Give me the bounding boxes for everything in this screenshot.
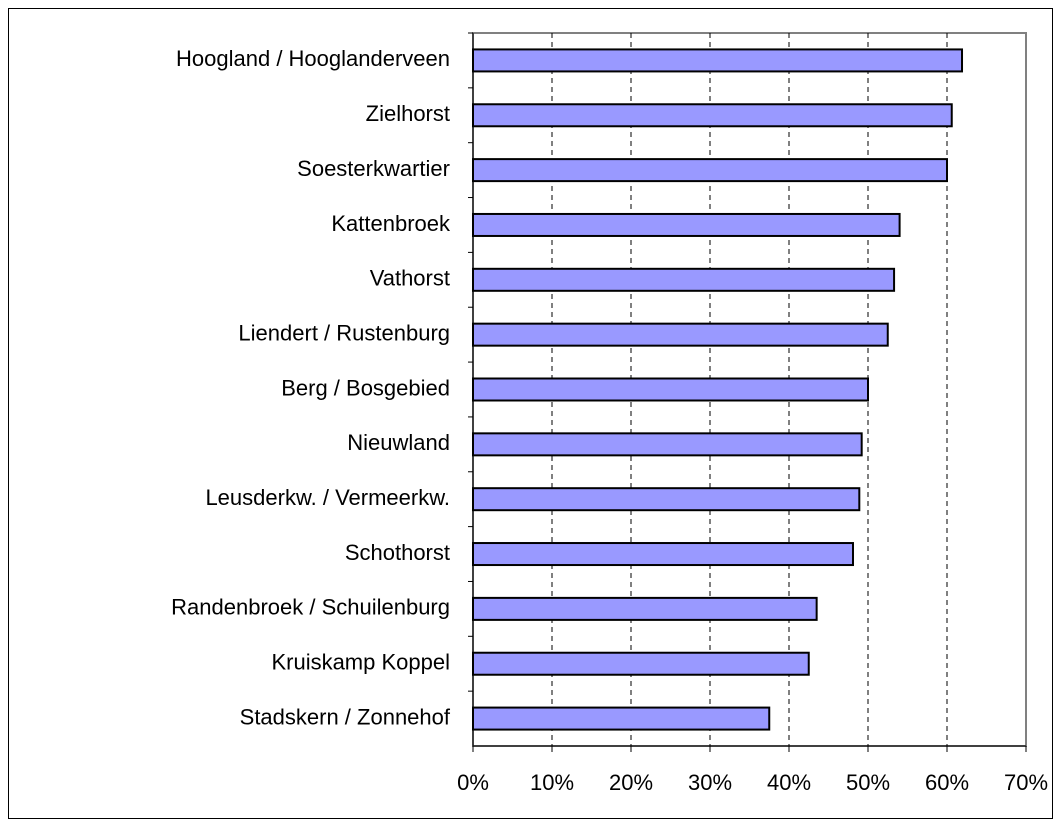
bar (472, 487, 861, 512)
y-tick-label: Soesterkwartier (297, 156, 450, 181)
x-tick-label: 10% (530, 770, 574, 795)
y-tick-label: Schothorst (345, 540, 450, 565)
bar (472, 267, 896, 292)
bar (472, 542, 854, 567)
y-tick-label: Stadskern / Zonnehof (240, 704, 451, 729)
y-tick-label: Nieuwland (347, 430, 450, 455)
bar (472, 432, 863, 457)
x-tick-label: 40% (767, 770, 811, 795)
y-tick-label: Zielhorst (366, 101, 450, 126)
x-tick-label: 30% (688, 770, 732, 795)
y-tick-label: Kattenbroek (331, 211, 451, 236)
y-tick-label: Liendert / Rustenburg (238, 320, 450, 345)
bar (472, 651, 810, 676)
bar (472, 103, 953, 128)
x-tick-label: 20% (609, 770, 653, 795)
y-tick-label: Berg / Bosgebied (281, 375, 450, 400)
y-tick-label: Vathorst (370, 266, 450, 291)
y-tick-label: Hoogland / Hooglanderveen (176, 46, 450, 71)
bar (472, 158, 948, 183)
y-tick-label: Randenbroek / Schuilenburg (171, 595, 450, 620)
bar (472, 596, 818, 621)
y-tick-label: Kruiskamp Koppel (271, 650, 450, 675)
bar (472, 377, 869, 402)
bar (472, 706, 771, 731)
x-tick-label: 50% (846, 770, 890, 795)
bar (472, 322, 889, 347)
y-tick-label: Leusderkw. / Vermeerkw. (205, 485, 450, 510)
x-tick-label: 0% (457, 770, 489, 795)
bar (472, 212, 901, 237)
x-tick-label: 60% (925, 770, 969, 795)
x-tick-label: 70% (1004, 770, 1048, 795)
bar (472, 48, 964, 73)
